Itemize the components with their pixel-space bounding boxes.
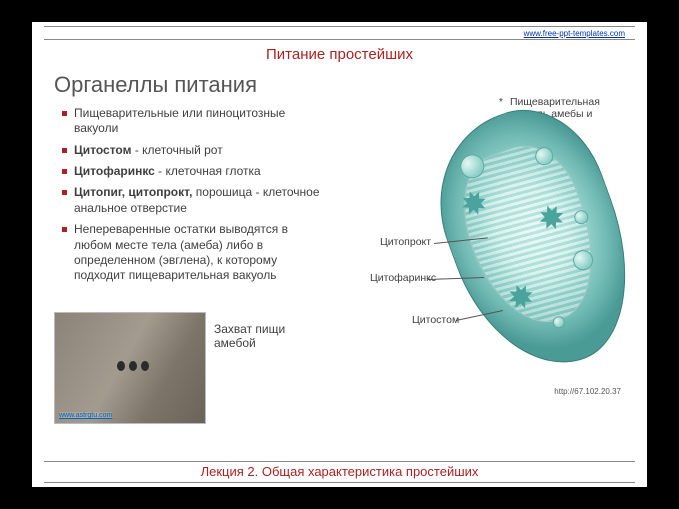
cell-diagram: * Пищеварительная вакуоль амебы и инфузо…: [370, 96, 625, 396]
list-item: Цитостом - клеточный рот: [62, 143, 327, 158]
footnote-marker: *: [499, 96, 503, 108]
divider-bottom-2: [44, 482, 635, 483]
bullet-list: Пищеварительные или пиноцитозные вакуоли…: [62, 106, 327, 290]
bullet-bold: Цитофаринкс: [74, 164, 155, 178]
diagram-source: http://67.102.20.37: [554, 387, 621, 396]
divider-bottom-1: [44, 461, 635, 462]
list-item: Непереваренные остатки выводятся в любом…: [62, 222, 327, 283]
source-link-top[interactable]: www.free-ppt-templates.com: [524, 29, 625, 38]
diagram-label-cytopharynx: Цитофаринкс: [370, 272, 436, 284]
micrograph-thumbnail: www.astrgtu.com: [54, 312, 206, 424]
list-item: Пищеварительные или пиноцитозные вакуоли: [62, 106, 327, 137]
thumbnail-detail: [117, 361, 149, 371]
cell-body-shape: [413, 89, 659, 389]
bullet-text: - клеточный рот: [131, 143, 222, 157]
slide-footer: Лекция 2. Общая характеристика простейши…: [32, 464, 647, 479]
bullet-text: Непереваренные остатки выводятся в любом…: [74, 222, 288, 282]
slide-title: Питание простейших: [32, 46, 647, 63]
thumbnail-caption: Захват пищи амебой: [214, 322, 314, 350]
list-item: Цитопиг, цитопрокт, порошица - клеточное…: [62, 185, 327, 216]
list-item: Цитофаринкс - клеточная глотка: [62, 164, 327, 179]
section-heading: Органеллы питания: [54, 72, 257, 98]
bullet-bold: Цитопиг, цитопрокт,: [74, 185, 192, 199]
divider-top-1: [44, 26, 635, 27]
diagram-label-cytostome: Цитостом: [412, 314, 459, 326]
diagram-label-cytoproct: Цитопрокт: [380, 236, 431, 248]
bullet-bold: Цитостом: [74, 143, 131, 157]
thumbnail-source-link[interactable]: www.astrgtu.com: [59, 412, 112, 419]
bullet-text: - клеточная глотка: [155, 164, 261, 178]
divider-top-2: [44, 39, 635, 40]
bullet-text: Пищеварительные или пиноцитозные вакуоли: [74, 106, 285, 135]
slide: www.free-ppt-templates.com Питание прост…: [32, 22, 647, 487]
